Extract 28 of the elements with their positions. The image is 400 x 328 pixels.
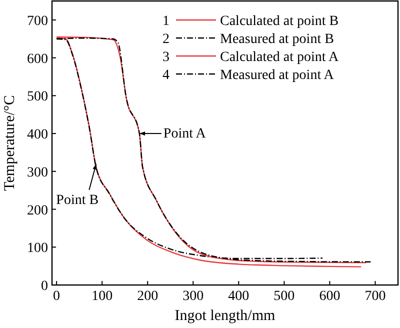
legend-label: Calculated at point A bbox=[220, 50, 340, 65]
y-tick-label: 500 bbox=[27, 90, 48, 105]
y-axis-title: Temperature/°C bbox=[2, 95, 18, 191]
x-tick-label: 400 bbox=[228, 289, 250, 304]
y-tick-label: 600 bbox=[27, 52, 48, 67]
annotation: Point A bbox=[163, 126, 207, 142]
x-tick-label: 600 bbox=[319, 289, 340, 304]
y-tick-label: 100 bbox=[27, 241, 48, 256]
legend-label: Measured at point A bbox=[220, 68, 335, 83]
y-tick-label: 400 bbox=[27, 128, 48, 143]
y-tick-label: 0 bbox=[41, 279, 48, 294]
x-tick-label: 200 bbox=[137, 289, 158, 304]
y-tick-label: 200 bbox=[27, 203, 48, 218]
x-tick-label: 700 bbox=[364, 289, 386, 304]
legend-label: Measured at point B bbox=[220, 32, 334, 47]
y-tick-label: 300 bbox=[27, 165, 48, 180]
x-axis-title: Ingot length/mm bbox=[174, 308, 276, 324]
x-tick-label: 0 bbox=[53, 289, 60, 304]
annotation: Point B bbox=[56, 192, 99, 208]
annotation: 3 bbox=[162, 50, 170, 65]
annotation: 4 bbox=[162, 68, 170, 83]
annotation: 1 bbox=[162, 14, 170, 29]
y-tick-label: 700 bbox=[27, 14, 48, 29]
legend-label: Calculated at point B bbox=[220, 14, 339, 29]
annotation: 2 bbox=[162, 32, 170, 47]
x-tick-label: 100 bbox=[92, 289, 113, 304]
x-tick-label: 500 bbox=[274, 289, 295, 304]
x-tick-label: 300 bbox=[182, 289, 204, 304]
